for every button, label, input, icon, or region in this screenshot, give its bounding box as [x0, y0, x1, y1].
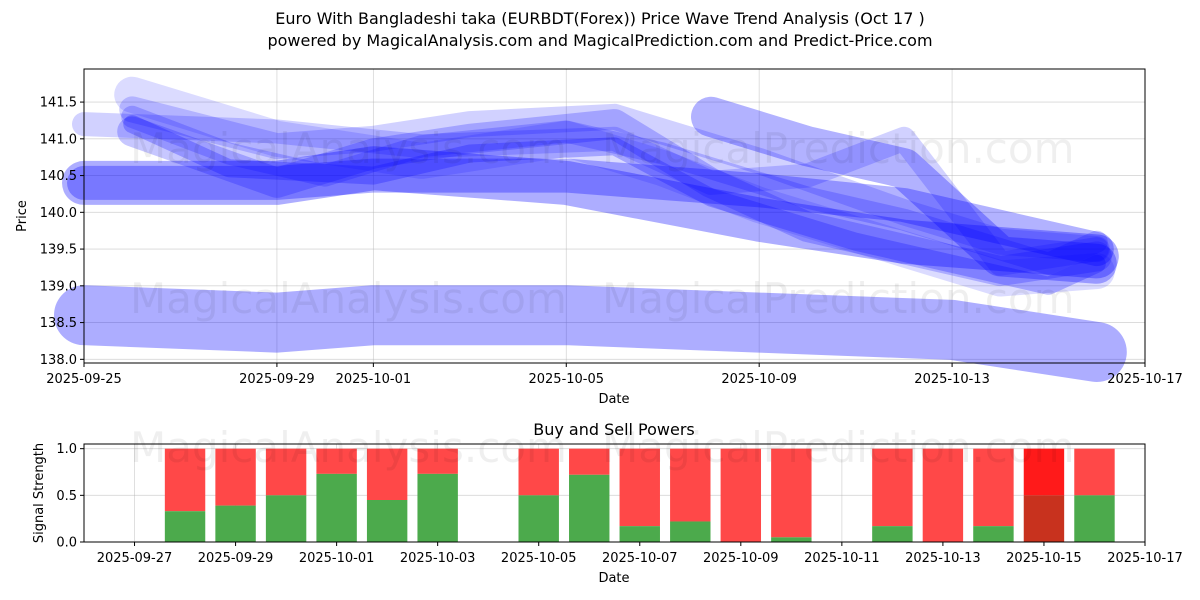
price-waves [54, 76, 1127, 382]
buy-power-bar [164, 511, 206, 542]
watermark-text: MagicalAnalysis.com [130, 124, 567, 173]
price-wave-series [121, 105, 1108, 275]
buy-power-bar [771, 537, 812, 542]
buy-power-bar [265, 495, 307, 542]
sell-power-bar [771, 448, 812, 538]
buy-power-bar [872, 526, 913, 542]
signal-bars [164, 448, 1115, 542]
sell-power-bar [1074, 448, 1115, 496]
buy-power-bar [316, 473, 357, 542]
buy-power-bar [366, 500, 408, 542]
price-wave-series [123, 115, 1106, 295]
sell-power-bar [569, 448, 610, 475]
watermark-text: MagicalPrediction.com [602, 423, 1075, 472]
price-x-axis-label: Date [598, 392, 629, 407]
buy-power-bar [670, 521, 711, 542]
signal-x-tick-label: 2025-09-29 [198, 551, 274, 566]
signal-x-tick-label: 2025-10-17 [1107, 551, 1183, 566]
signal-plot-frame [83, 443, 1146, 543]
buy-power-bar [1023, 495, 1065, 542]
watermark-text: MagicalAnalysis.com [130, 274, 567, 323]
price-x-tick-label: 2025-10-09 [721, 372, 797, 387]
buy-power-bar [518, 495, 559, 542]
signal-x-tick-label: 2025-10-15 [1006, 551, 1082, 566]
signal-x-tick-label: 2025-10-09 [703, 551, 779, 566]
signal-chart-title: Buy and Sell Powers [533, 420, 695, 439]
price-grid [83, 69, 1146, 363]
price-x-tick-label: 2025-10-05 [528, 372, 604, 387]
signal-x-tick-label: 2025-09-27 [97, 551, 173, 566]
price-wave-series [54, 285, 1127, 382]
signal-x-axis-label: Date [598, 571, 629, 586]
sell-power-bar [670, 448, 711, 522]
sell-power-bar [518, 448, 559, 496]
price-y-tick-label: 139.5 [40, 243, 77, 258]
sell-power-bar [316, 448, 357, 474]
sell-power-bar [973, 448, 1014, 527]
sell-power-bar [720, 448, 762, 542]
sell-power-bar [417, 448, 458, 474]
signal-y-tick-label: 1.0 [56, 442, 77, 457]
sell-power-bar [366, 448, 408, 500]
watermark-text: MagicalPrediction.com [602, 274, 1075, 323]
sell-power-bar [619, 448, 660, 527]
buy-power-bar [1074, 495, 1115, 542]
price-y-tick-label: 141.0 [40, 132, 77, 147]
chart-subtitle: powered by MagicalAnalysis.com and Magic… [267, 31, 933, 50]
buy-power-bar [417, 473, 458, 542]
price-wave-series [72, 112, 1109, 276]
watermark-text: MagicalPrediction.com [602, 124, 1075, 173]
price-wave-series [114, 76, 1115, 297]
sell-power-bar [1023, 448, 1065, 496]
signal-x-tick-label: 2025-10-13 [905, 551, 981, 566]
sell-power-bar [164, 448, 206, 512]
signal-x-tick-label: 2025-10-03 [400, 551, 476, 566]
price-wave-series [119, 96, 1110, 263]
signal-watermarks: MagicalAnalysis.com MagicalPrediction.com [130, 423, 1075, 472]
buy-power-bar [619, 526, 660, 542]
price-y-tick-label: 139.0 [40, 279, 77, 294]
buy-power-bar [215, 505, 256, 542]
signal-x-tick-label: 2025-10-01 [299, 551, 375, 566]
price-x-tick-label: 2025-10-17 [1107, 372, 1183, 387]
buy-power-bar [569, 474, 610, 542]
chart-title-block: Euro With Bangladeshi taka (EURBDT(Forex… [0, 8, 1200, 52]
signal-x-tick-label: 2025-10-11 [804, 551, 880, 566]
price-watermarks: MagicalAnalysis.com MagicalPrediction.com… [130, 124, 1075, 323]
price-wave-series [691, 96, 1117, 284]
signal-x-tick-label: 2025-10-07 [602, 551, 678, 566]
sell-power-bar [215, 448, 256, 506]
price-wave-series [62, 146, 1119, 279]
signal-x-tick-label: 2025-10-05 [501, 551, 577, 566]
price-wave-series [67, 158, 1114, 267]
watermark-text: MagicalAnalysis.com [130, 423, 567, 472]
price-y-tick-label: 140.5 [40, 169, 77, 184]
price-x-tick-label: 2025-10-01 [336, 372, 412, 387]
price-x-tick-label: 2025-09-25 [46, 372, 122, 387]
price-y-tick-label: 140.0 [40, 206, 77, 221]
signal-ticks: 2025-09-27 2025-09-29 2025-10-01 2025-10-03… [56, 442, 1182, 566]
signal-y-tick-label: 0.5 [56, 489, 77, 504]
chart-title: Euro With Bangladeshi taka (EURBDT(Forex… [275, 9, 925, 28]
signal-y-axis-label: Signal Strength [32, 443, 47, 543]
sell-power-bar [265, 448, 307, 496]
price-wave-series [117, 109, 1112, 287]
sell-power-bar [872, 448, 913, 527]
buy-power-bar [973, 526, 1014, 542]
price-x-tick-label: 2025-09-29 [239, 372, 315, 387]
price-x-tick-label: 2025-10-13 [914, 372, 990, 387]
price-ticks: 2025-09-25 2025-09-29 2025-10-01 2025-10-05… [40, 96, 1183, 387]
price-plot-frame [83, 68, 1146, 364]
sell-power-bar [922, 448, 964, 542]
price-y-tick-label: 138.5 [40, 316, 77, 331]
signal-y-tick-label: 0.0 [56, 536, 77, 551]
price-y-tick-label: 138.0 [40, 353, 77, 368]
price-y-tick-label: 141.5 [40, 96, 77, 111]
price-y-axis-label: Price [15, 200, 30, 232]
